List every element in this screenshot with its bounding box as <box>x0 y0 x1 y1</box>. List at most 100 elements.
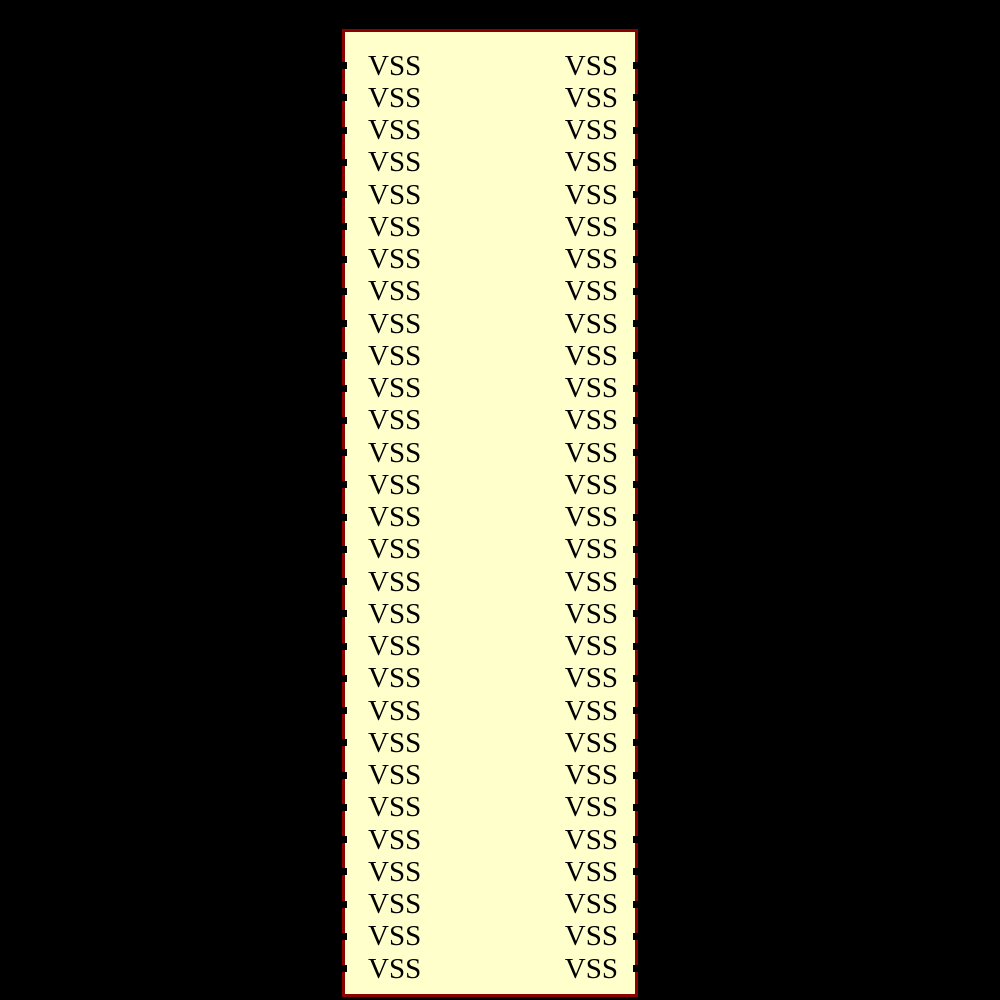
pin-label-left: VSS <box>368 146 422 179</box>
pin-tick-right[interactable] <box>633 836 642 843</box>
pin-tick-right[interactable] <box>633 513 642 521</box>
pin-tick-left[interactable] <box>338 836 347 843</box>
pin-label-right: VSS <box>564 662 618 695</box>
pin-label-right: VSS <box>564 404 618 437</box>
pin-tick-left[interactable] <box>338 900 347 908</box>
pin-tick-right[interactable] <box>633 62 642 69</box>
pin-tick-right[interactable] <box>633 384 642 392</box>
pin-label-left: VSS <box>368 791 422 824</box>
pin-row: VSS VSS <box>345 888 635 920</box>
pin-row: VSS VSS <box>345 920 635 952</box>
pin-label-right: VSS <box>564 694 618 727</box>
pin-tick-left[interactable] <box>338 803 347 811</box>
pin-tick-right[interactable] <box>633 965 642 972</box>
pin-label-left: VSS <box>368 307 422 340</box>
pin-tick-left[interactable] <box>338 223 347 231</box>
pin-row: VSS VSS <box>345 759 635 791</box>
pin-tick-left[interactable] <box>338 158 347 166</box>
pin-tick-right[interactable] <box>633 223 642 231</box>
pin-row: VSS VSS <box>345 82 635 114</box>
pin-tick-right[interactable] <box>633 545 642 553</box>
pin-tick-right[interactable] <box>633 739 642 747</box>
pin-tick-right[interactable] <box>633 481 642 489</box>
pin-label-right: VSS <box>564 952 618 985</box>
pin-label-right: VSS <box>564 855 618 888</box>
pin-tick-left[interactable] <box>338 320 347 327</box>
pin-tick-right[interactable] <box>633 191 642 198</box>
pin-tick-right[interactable] <box>633 707 642 714</box>
pin-tick-left[interactable] <box>338 868 347 876</box>
pin-tick-right[interactable] <box>633 674 642 682</box>
pin-tick-right[interactable] <box>633 126 642 134</box>
pin-label-left: VSS <box>368 210 422 243</box>
pin-tick-right[interactable] <box>633 320 642 327</box>
pin-tick-right[interactable] <box>633 932 642 940</box>
pin-label-left: VSS <box>368 726 422 759</box>
pin-label-right: VSS <box>564 501 618 533</box>
component-symbol-body[interactable]: VSS VSS VSS VSS VSS VSS VSS VSS VSS VSS VSS VSS VSS V… <box>338 29 642 997</box>
pin-tick-left[interactable] <box>338 707 347 714</box>
pin-tick-left[interactable] <box>338 932 347 940</box>
pin-tick-left[interactable] <box>338 287 347 295</box>
pin-label-left: VSS <box>368 952 422 985</box>
pin-label-right: VSS <box>564 630 618 662</box>
pin-tick-left[interactable] <box>338 481 347 489</box>
pin-tick-left[interactable] <box>338 384 347 392</box>
pin-tick-left[interactable] <box>338 739 347 747</box>
pin-row: VSS VSS <box>345 953 635 985</box>
pin-tick-left[interactable] <box>338 513 347 521</box>
pin-tick-left[interactable] <box>338 191 347 198</box>
pin-row: VSS VSS <box>345 630 635 662</box>
pin-tick-right[interactable] <box>633 868 642 876</box>
pin-tick-right[interactable] <box>633 416 642 424</box>
pin-label-right: VSS <box>564 178 618 211</box>
pin-label-left: VSS <box>368 81 422 114</box>
pin-tick-right[interactable] <box>633 803 642 811</box>
pin-label-left: VSS <box>368 49 422 82</box>
pin-label-right: VSS <box>564 888 618 920</box>
pin-tick-left[interactable] <box>338 62 347 69</box>
pin-tick-left[interactable] <box>338 610 347 618</box>
pin-label-left: VSS <box>368 275 422 308</box>
pin-tick-left[interactable] <box>338 771 347 779</box>
pin-row: VSS VSS <box>345 211 635 243</box>
pin-tick-left[interactable] <box>338 352 347 360</box>
pin-label-left: VSS <box>368 533 422 566</box>
pin-tick-left[interactable] <box>338 578 347 585</box>
pin-label-left: VSS <box>368 888 422 920</box>
pin-row: VSS VSS <box>345 501 635 533</box>
pin-tick-right[interactable] <box>633 449 642 456</box>
pin-tick-left[interactable] <box>338 642 347 650</box>
pin-tick-left[interactable] <box>338 255 347 263</box>
pin-tick-right[interactable] <box>633 900 642 908</box>
pin-tick-right[interactable] <box>633 287 642 295</box>
pin-label-right: VSS <box>564 275 618 308</box>
pin-tick-right[interactable] <box>633 642 642 650</box>
pin-row: VSS VSS <box>345 533 635 565</box>
pin-tick-right[interactable] <box>633 771 642 779</box>
pin-tick-right[interactable] <box>633 255 642 263</box>
pin-label-right: VSS <box>564 823 618 856</box>
pin-tick-right[interactable] <box>633 94 642 102</box>
pin-tick-right[interactable] <box>633 578 642 585</box>
pin-tick-left[interactable] <box>338 94 347 102</box>
pin-tick-right[interactable] <box>633 352 642 360</box>
pin-tick-right[interactable] <box>633 610 642 618</box>
pin-tick-left[interactable] <box>338 674 347 682</box>
pin-tick-left[interactable] <box>338 545 347 553</box>
pin-row: VSS VSS <box>345 114 635 146</box>
pin-row: VSS VSS <box>345 50 635 82</box>
pin-label-right: VSS <box>564 920 618 953</box>
pin-label-left: VSS <box>368 339 422 372</box>
pin-tick-left[interactable] <box>338 416 347 424</box>
pin-label-right: VSS <box>564 597 618 630</box>
pin-tick-right[interactable] <box>633 158 642 166</box>
pin-tick-left[interactable] <box>338 126 347 134</box>
pin-label-right: VSS <box>564 759 618 791</box>
pin-tick-left[interactable] <box>338 449 347 456</box>
pin-label-right: VSS <box>564 791 618 824</box>
pin-label-left: VSS <box>368 178 422 211</box>
pin-tick-left[interactable] <box>338 965 347 972</box>
pin-row: VSS VSS <box>345 437 635 469</box>
pin-label-left: VSS <box>368 468 422 501</box>
